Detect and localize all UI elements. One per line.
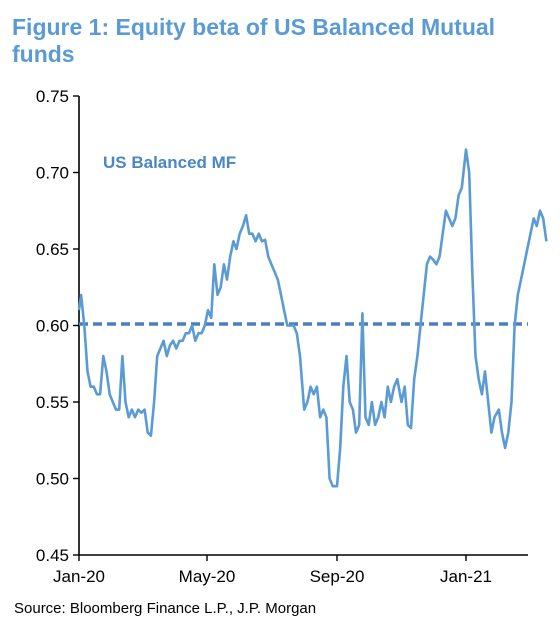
series-line-0	[77, 148, 548, 488]
x-tick-label: May-20	[179, 567, 236, 586]
x-tick-label: Jan-20	[53, 567, 105, 586]
x-axis: Jan-20 May-20 Sep-20 Jan-21	[53, 554, 528, 586]
series-annotation: US Balanced MF	[103, 153, 236, 172]
source-note: Source: Bloomberg Finance L.P., J.P. Mor…	[14, 600, 317, 617]
y-tick-label: 0.65	[36, 240, 69, 259]
y-tick-label: 0.60	[36, 317, 69, 336]
x-tick-label: Jan-21	[440, 567, 492, 586]
y-tick-label: 0.70	[36, 164, 69, 183]
chart-title: Figure 1: Equity beta of US Balanced Mut…	[12, 14, 496, 67]
y-tick-label: 0.55	[36, 393, 69, 412]
y-tick-label: 0.45	[36, 546, 69, 565]
y-axis: 0.75 0.70 0.65 0.60 0.55 0.50 0.45	[36, 87, 80, 565]
x-tick-label: Sep-20	[310, 567, 365, 586]
series-group	[77, 148, 548, 488]
y-tick-label: 0.75	[36, 87, 69, 106]
y-tick-label: 0.50	[36, 470, 69, 489]
